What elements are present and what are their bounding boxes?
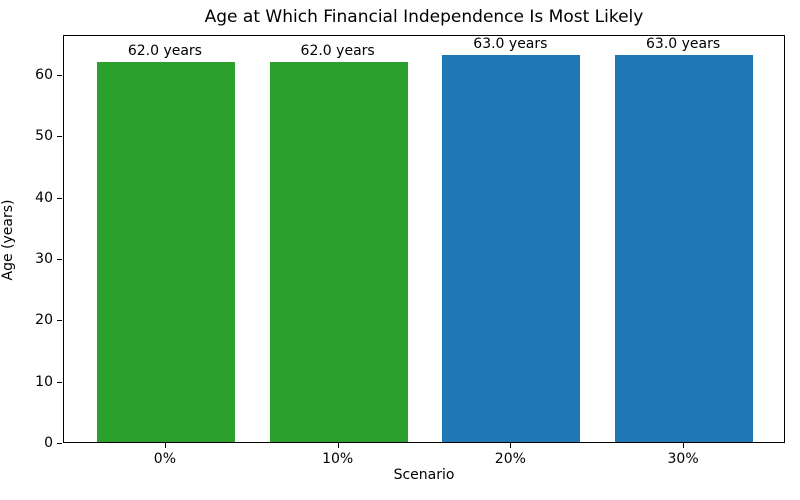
x-tick-mark <box>683 443 685 448</box>
bar-10% <box>269 61 408 442</box>
y-tick-mark <box>57 197 62 199</box>
y-tick-mark <box>57 258 62 260</box>
x-tick-label: 10% <box>322 451 354 467</box>
y-tick-mark <box>57 136 62 138</box>
y-tick-label: 30 <box>35 250 53 267</box>
chart-title: Age at Which Financial Independence Is M… <box>204 7 644 27</box>
bar-30% <box>615 55 754 442</box>
y-tick-mark <box>57 74 62 76</box>
y-tick-label: 60 <box>35 66 53 83</box>
x-tick-label: 0% <box>153 451 177 467</box>
y-tick-mark <box>57 320 62 322</box>
x-axis-label: Scenario <box>393 467 455 483</box>
y-axis-label: Age (years) <box>0 199 16 281</box>
y-tick-mark <box>57 381 62 383</box>
y-tick-label: 0 <box>44 435 53 451</box>
plot-area <box>63 35 785 443</box>
x-tick-mark <box>510 443 512 448</box>
y-tick-label: 20 <box>35 312 53 329</box>
bar-20% <box>442 55 581 442</box>
x-tick-mark <box>164 443 166 448</box>
x-tick-label: 30% <box>667 451 699 467</box>
x-tick-label: 20% <box>494 451 526 467</box>
y-tick-label: 40 <box>35 189 53 206</box>
y-tick-mark <box>57 443 62 444</box>
y-tick-label: 50 <box>35 128 53 145</box>
y-tick-label: 10 <box>35 373 53 390</box>
bar-0% <box>96 61 235 442</box>
x-tick-mark <box>337 443 339 448</box>
